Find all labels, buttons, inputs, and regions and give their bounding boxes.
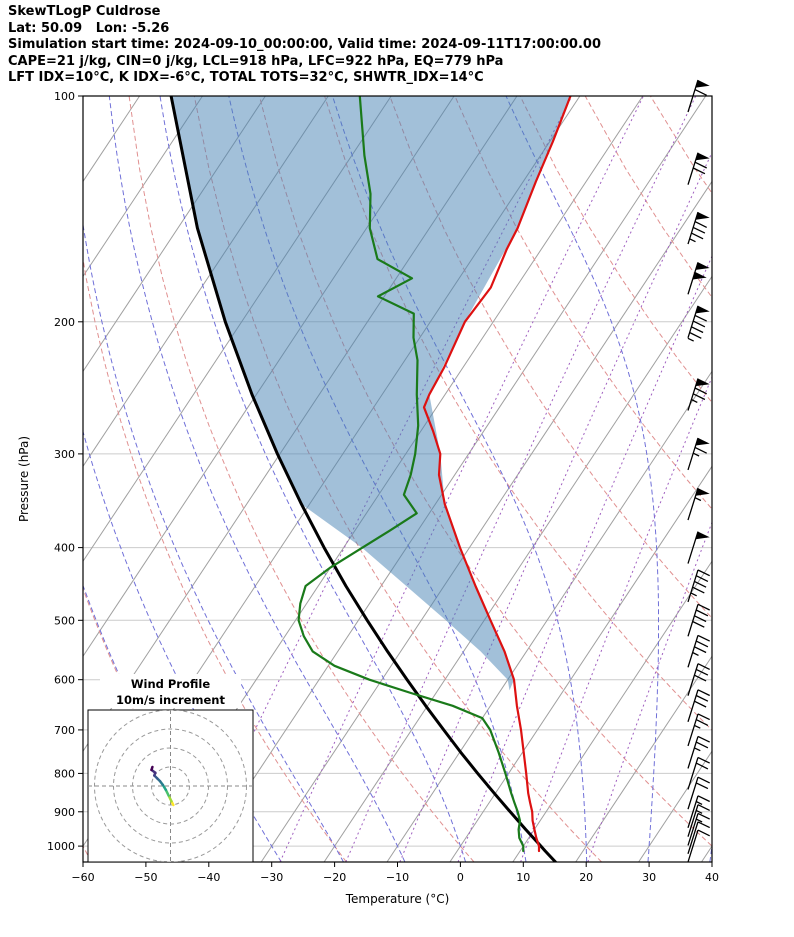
moist-adiabat-line [108, 96, 406, 862]
x-tick-label: 30 [642, 871, 656, 884]
mixing-ratio-line [587, 521, 712, 862]
moist-adiabat-line [83, 221, 344, 862]
wind-barb [687, 211, 710, 245]
wind-barbs-column [687, 79, 710, 863]
wind-barb [687, 569, 710, 603]
isotherm-line [386, 370, 712, 862]
x-tick-label: −30 [260, 871, 283, 884]
x-tick-label: −60 [71, 871, 94, 884]
wind-barb [687, 821, 710, 855]
wind-barb [687, 713, 710, 747]
x-tick-label: −10 [386, 871, 409, 884]
wind-barb [687, 634, 710, 668]
y-tick-label: 800 [54, 767, 75, 780]
wind-barb [687, 663, 710, 696]
wind-barb [687, 152, 710, 185]
wind-barb [687, 689, 710, 722]
isotherm-line [512, 560, 712, 862]
isotherm-line [83, 96, 203, 278]
x-tick-label: −40 [197, 871, 220, 884]
isotherm-line [575, 655, 712, 862]
y-tick-label: 1000 [47, 840, 75, 853]
y-tick-label: 500 [54, 614, 75, 627]
dry-adiabat-line [193, 96, 602, 862]
hodograph-ring [94, 710, 247, 862]
y-axis-label: Pressure (hPa) [17, 436, 31, 522]
wind-barb [687, 603, 710, 637]
wind-barb [687, 305, 710, 342]
y-tick-label: 700 [54, 724, 75, 737]
hodograph-subtitle: 10m/s increment [116, 693, 225, 707]
hodograph-ring [113, 728, 228, 844]
mixing-ratio-line [520, 375, 712, 862]
wind-barb [687, 804, 710, 837]
mixing-ratio-line [457, 255, 712, 862]
x-tick-label: −50 [134, 871, 157, 884]
wind-barb [687, 812, 710, 846]
dry-adiabat-line [83, 256, 347, 862]
wind-barb [687, 776, 710, 810]
wind-barb [687, 531, 710, 564]
wind-barb [687, 735, 710, 769]
x-tick-label: 10 [516, 871, 530, 884]
location-line: Lat: 50.09 Lon: -5.26 [8, 20, 170, 36]
y-tick-label: 200 [54, 316, 75, 329]
isotherm-line [260, 180, 712, 862]
figure-header: SkewTLogP Culdrose Lat: 50.09 Lon: -5.26… [8, 4, 601, 87]
dry-adiabat-line [454, 96, 712, 510]
hodograph-title: Wind Profile [131, 677, 211, 691]
wind-barb [687, 487, 710, 521]
isotherm-line [83, 96, 266, 373]
y-tick-label: 900 [54, 806, 75, 819]
hodograph-trace-segment [150, 765, 154, 772]
wind-barb [687, 378, 710, 411]
hodograph-ring [132, 747, 209, 825]
isotherm-line [197, 96, 707, 862]
wind-barb [687, 262, 710, 295]
wind-barb [687, 795, 710, 828]
wind-barb [687, 829, 710, 863]
cape-shade-area [171, 96, 571, 691]
time-line: Simulation start time: 2024-09-10_00:00:… [8, 37, 601, 52]
wind-barb [687, 79, 710, 113]
isotherm-line [449, 465, 712, 862]
x-axis-label: Temperature (°C) [345, 892, 450, 906]
moist-adiabat-line [159, 96, 467, 862]
mixing-ratio-line [345, 96, 697, 862]
mixing-ratio-line [279, 96, 644, 862]
y-tick-label: 300 [54, 448, 75, 461]
indices-line-2: LFT IDX=10°C, K IDX=-6°C, TOTAL TOTS=32°… [8, 70, 484, 85]
x-tick-label: 40 [705, 871, 719, 884]
dry-adiabat-line [324, 96, 712, 731]
dewpoint-curve [297, 96, 525, 853]
x-tick-label: 20 [579, 871, 593, 884]
wind-barb [687, 756, 710, 790]
y-tick-label: 100 [54, 90, 75, 103]
figure-title: SkewTLogP Culdrose [8, 4, 161, 19]
moist-adiabat-line [505, 96, 659, 862]
wind-barb [687, 437, 710, 471]
dry-adiabat-line [128, 96, 475, 862]
moist-adiabat-line [83, 429, 282, 862]
hodograph-inset: Wind Profile 10m/s increment [87, 674, 254, 863]
x-tick-label: −20 [323, 871, 346, 884]
hodograph-ring [151, 766, 190, 806]
hodograph-title-backing [100, 674, 241, 708]
y-tick-label: 400 [54, 542, 75, 555]
isotherm-line [323, 275, 712, 862]
indices-line-1: CAPE=21 j/kg, CIN=0 j/kg, LCL=918 hPa, L… [8, 53, 504, 69]
x-tick-label: 0 [457, 871, 464, 884]
temperature-curve [422, 96, 572, 853]
y-tick-label: 600 [54, 674, 75, 687]
